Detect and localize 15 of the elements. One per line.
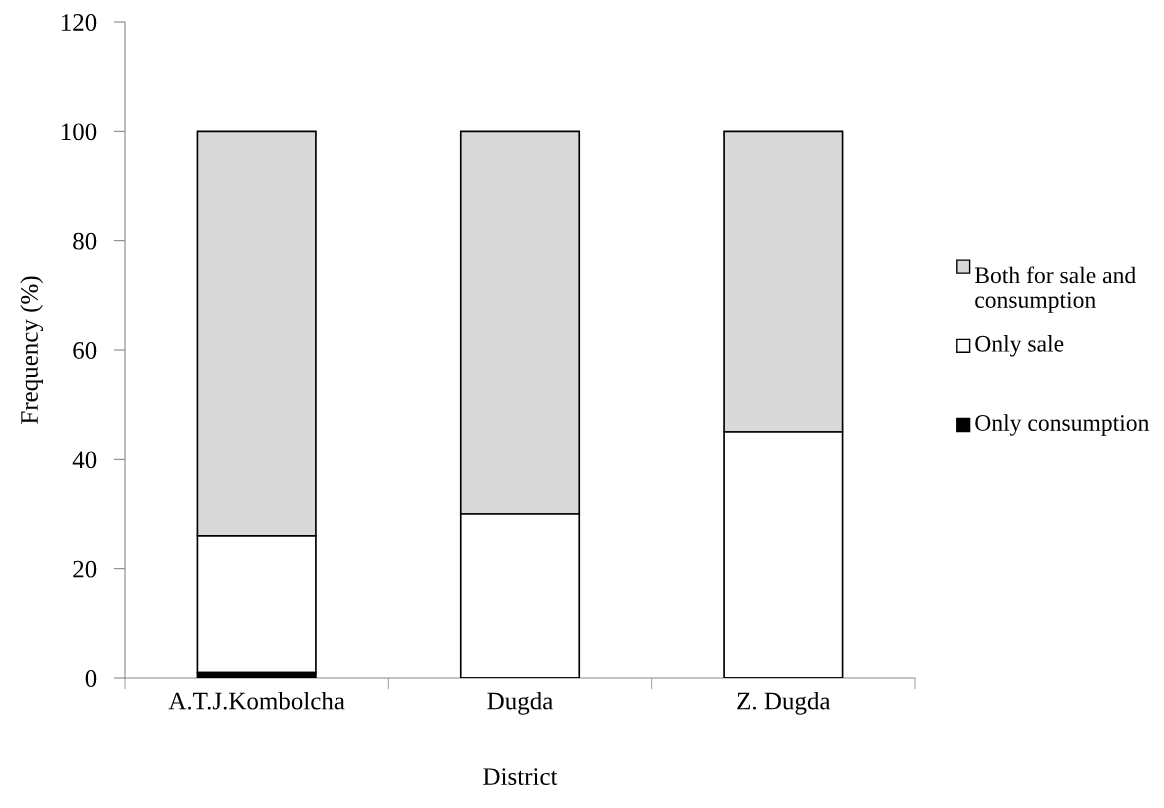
x-axis-title: District	[483, 768, 558, 785]
y-tick-label: 60	[73, 342, 97, 359]
y-tick-label: 80	[73, 232, 97, 250]
legend-label: Only consumption	[975, 414, 1150, 436]
x-tick-label: A.T.J.Kombolcha	[168, 691, 345, 710]
y-tick-label: 40	[72, 451, 97, 469]
y-axis-title: Frequency (%)	[20, 276, 44, 424]
x-tick-label: Dugda	[487, 691, 553, 715]
legend-label: Both for sale and consumption	[974, 266, 1136, 313]
y-tick-label: 120	[61, 14, 97, 31]
y-tick-label: 20	[73, 560, 97, 578]
legend-label: Only sale	[975, 335, 1064, 357]
y-tick-label: 0	[85, 670, 97, 687]
y-tick-label: 100	[61, 123, 97, 141]
x-tick-label: Z. Dugda	[737, 691, 831, 715]
